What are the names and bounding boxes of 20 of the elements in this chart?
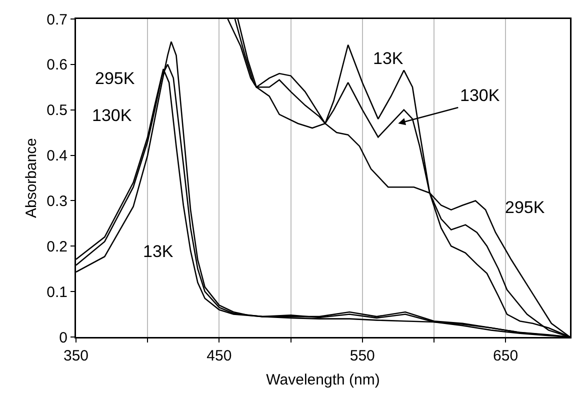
annotation: 13K [143,242,174,261]
x-tick-label: 450 [206,348,232,364]
y-tick-label: 0.1 [46,284,68,301]
y-tick-label: 0.3 [46,192,68,210]
x-tick-label: 550 [350,348,375,364]
y-axis-title: Absorbance [23,138,40,218]
annotation: 295K [95,69,136,88]
y-tick-label: 0.7 [46,11,68,28]
y-tick-label: 0.2 [46,238,68,256]
x-axis-title: Wavelength (nm) [266,371,380,388]
annotation: 130K [92,106,132,125]
annotation: 13K [373,49,404,68]
x-tick-label: 350 [63,348,89,364]
annotation: 295K [505,198,546,217]
y-tick-label: 0.4 [46,148,68,165]
y-tick-label: 0 [59,329,68,346]
x-tick-label: 650 [493,348,518,364]
y-tick-label: 0.6 [46,56,68,74]
annotation: 130K [460,86,500,105]
y-tick-label: 0.5 [46,102,68,120]
